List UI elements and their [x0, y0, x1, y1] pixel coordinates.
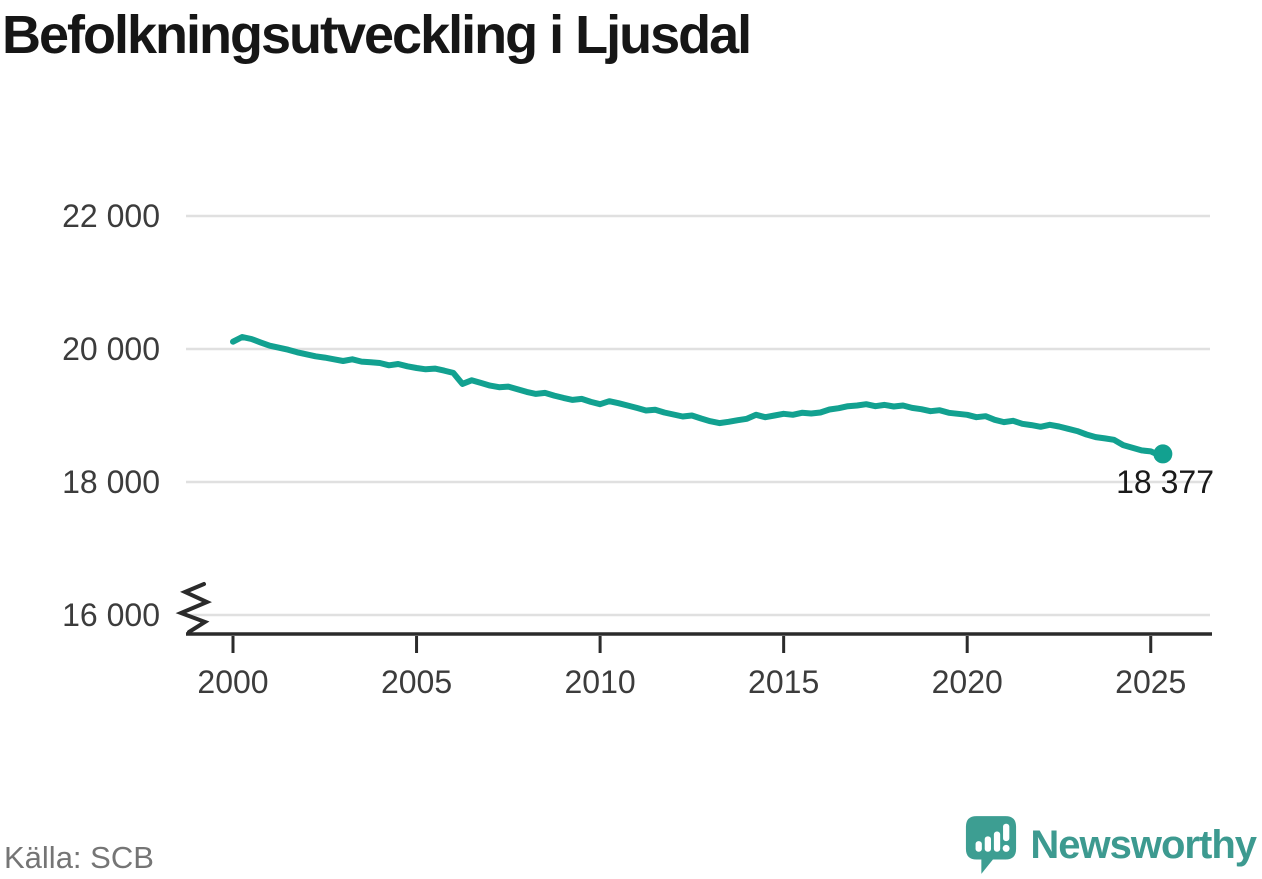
x-axis-tick-label: 2010: [565, 664, 636, 700]
x-axis-tick-label: 2000: [197, 664, 268, 700]
bar-chart-exclamation-speech-bubble-icon: [966, 816, 1017, 874]
y-axis-tick-label: 16 000: [62, 597, 160, 633]
y-axis-tick-label: 22 000: [62, 198, 160, 234]
x-axis-tick-label: 2020: [932, 664, 1003, 700]
chart-title: Befolkningsutveckling i Ljusdal: [2, 5, 752, 65]
x-axis-tick-label: 2005: [381, 664, 452, 700]
population-line-chart: 22 000 20 000 18 000 16 000 2000 2005 2010 2015…: [62, 198, 1214, 700]
x-axis-tick-label: 2015: [748, 664, 819, 700]
newsworthy-logo-text: Newsworthy: [1030, 822, 1257, 867]
y-axis-tick-label: 18 000: [62, 464, 160, 500]
y-axis-tick-label: 20 000: [62, 331, 160, 367]
last-point-marker: [1153, 444, 1173, 464]
x-axis-tick-label: 2025: [1115, 664, 1186, 700]
newsworthy-logo: Newsworthy: [964, 814, 1257, 876]
source-note: Källa: SCB: [4, 840, 154, 875]
last-value-label: 18 377: [1116, 464, 1214, 500]
y-axis-break-icon: [175, 582, 212, 634]
population-line: [230, 334, 1166, 460]
